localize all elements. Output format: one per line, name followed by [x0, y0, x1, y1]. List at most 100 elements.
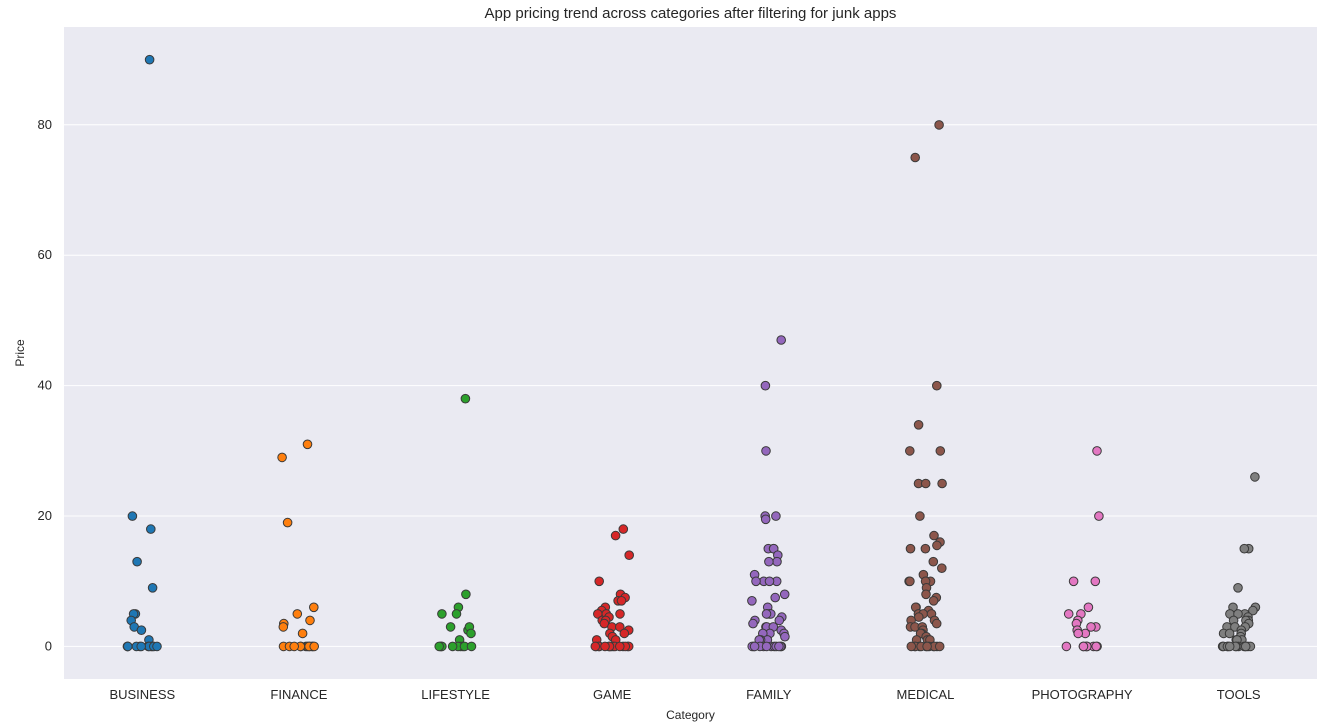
data-point — [772, 556, 782, 567]
data-point — [922, 641, 932, 652]
x-tick-label: LIFESTYLE — [421, 687, 490, 702]
data-point — [764, 556, 774, 567]
data-point — [937, 563, 947, 574]
data-point — [152, 641, 162, 652]
data-point — [780, 631, 790, 642]
data-point — [461, 589, 471, 600]
data-point — [619, 628, 630, 639]
data-point — [1063, 609, 1074, 619]
data-point — [1094, 511, 1104, 521]
data-point — [915, 511, 925, 521]
data-point — [610, 530, 621, 541]
data-point — [779, 589, 790, 600]
x-tick-label: MEDICAL — [897, 687, 955, 702]
x-tick-label: BUSINESS — [109, 687, 175, 702]
data-point — [1078, 641, 1089, 652]
data-point — [437, 609, 447, 619]
data-point — [302, 439, 313, 450]
data-point — [929, 530, 939, 541]
data-point — [144, 54, 155, 65]
data-point — [127, 511, 138, 521]
data-point — [136, 641, 146, 652]
data-point — [292, 609, 303, 619]
data-point — [905, 446, 915, 456]
data-point — [305, 615, 315, 626]
data-point — [590, 641, 601, 652]
data-point — [910, 152, 921, 163]
data-point — [615, 622, 625, 632]
data-point — [289, 641, 300, 652]
data-point — [460, 393, 471, 404]
data-point — [615, 609, 625, 619]
data-point — [906, 641, 917, 652]
data-point — [1083, 602, 1094, 613]
data-point — [760, 514, 771, 525]
data-point — [771, 511, 781, 521]
data-point — [278, 622, 289, 632]
data-point — [748, 618, 758, 629]
data-point — [751, 576, 761, 587]
data-point — [776, 335, 787, 345]
data-point — [146, 524, 156, 534]
y-tick-label: 80 — [38, 117, 52, 132]
data-point — [123, 641, 133, 652]
x-tick-label: FAMILY — [746, 687, 792, 702]
data-point — [1091, 641, 1101, 652]
data-point — [920, 478, 931, 489]
data-point — [905, 576, 915, 587]
data-point — [1092, 446, 1102, 456]
data-point — [1248, 605, 1258, 616]
data-point — [1068, 576, 1079, 587]
data-point — [935, 446, 946, 456]
data-point — [1224, 641, 1235, 652]
data-point — [774, 641, 784, 652]
data-point — [928, 596, 939, 606]
data-point — [761, 641, 772, 652]
data-point — [1073, 628, 1083, 639]
y-tick-labels: 0 20 40 60 80 — [38, 117, 52, 654]
data-point — [747, 596, 757, 606]
x-tick-label: GAME — [593, 687, 632, 702]
data-point — [932, 380, 942, 391]
data-point — [1240, 641, 1251, 652]
gridlines — [64, 124, 1317, 647]
data-point — [1086, 622, 1096, 632]
data-point — [761, 446, 771, 456]
data-point — [1224, 628, 1235, 639]
data-point — [931, 618, 942, 629]
data-point — [934, 641, 945, 652]
data-point — [905, 543, 916, 554]
data-point — [934, 120, 944, 130]
data-point — [760, 380, 771, 391]
data-point — [624, 550, 635, 561]
data-point — [764, 576, 775, 587]
data-point — [1061, 641, 1072, 652]
plot-background — [64, 27, 1317, 679]
data-point — [451, 609, 462, 619]
data-point — [447, 641, 458, 652]
data-point — [615, 641, 625, 652]
data-point — [445, 622, 456, 632]
data-point — [309, 602, 319, 613]
y-tick-label: 0 — [45, 638, 52, 653]
data-point — [1233, 609, 1243, 619]
data-point — [600, 641, 610, 652]
data-point — [932, 540, 942, 551]
y-tick-label: 20 — [38, 508, 52, 523]
x-tick-label: FINANCE — [270, 687, 327, 702]
data-point — [434, 641, 445, 652]
data-point — [282, 517, 293, 528]
x-tick-label: PHOTOGRAPHY — [1032, 687, 1133, 702]
y-axis-label: Price — [13, 339, 27, 367]
data-point — [1090, 576, 1101, 587]
data-points — [122, 54, 1261, 652]
data-point — [466, 641, 477, 652]
x-tick-label: TOOLS — [1217, 687, 1261, 702]
data-point — [761, 609, 772, 619]
x-axis-label: Category — [666, 708, 715, 722]
data-point — [132, 556, 142, 567]
x-tick-labels: BUSINESS FINANCE LIFESTYLE GAME FAMILY MEDICA… — [109, 687, 1260, 702]
data-point — [1233, 583, 1243, 593]
data-point — [774, 615, 785, 626]
